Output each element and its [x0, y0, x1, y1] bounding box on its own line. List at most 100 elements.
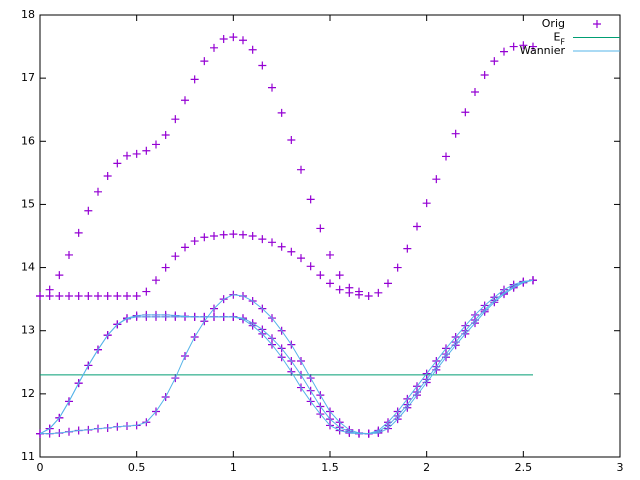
point — [171, 115, 180, 124]
x-tick-label: 1 — [230, 461, 237, 474]
point — [190, 237, 199, 246]
point — [55, 291, 64, 300]
line — [39, 279, 534, 435]
point — [335, 271, 344, 280]
point — [403, 244, 412, 253]
point — [181, 243, 189, 252]
point — [123, 291, 131, 300]
x-tick-label: 0 — [37, 461, 44, 474]
point — [326, 250, 334, 259]
point — [248, 232, 257, 240]
point — [442, 152, 450, 161]
y-tick-label: 13 — [21, 324, 35, 337]
point — [113, 291, 122, 300]
x-tick-label: 2 — [423, 461, 430, 474]
point — [190, 75, 199, 84]
point — [480, 70, 489, 79]
line — [40, 279, 534, 435]
point — [393, 263, 402, 272]
point — [219, 34, 228, 43]
legend-marker — [593, 20, 601, 28]
point — [94, 187, 102, 196]
point — [65, 291, 73, 300]
point — [306, 262, 315, 271]
point — [297, 254, 305, 263]
point — [258, 235, 267, 244]
point — [277, 108, 286, 117]
point — [103, 172, 112, 181]
point — [384, 279, 392, 288]
point — [200, 233, 209, 242]
point — [287, 136, 296, 145]
point — [287, 247, 296, 256]
point — [413, 222, 421, 231]
point — [422, 199, 431, 208]
y-tick-label: 12 — [21, 387, 35, 400]
point — [364, 291, 373, 300]
y-tick-label: 17 — [21, 71, 35, 84]
x-tick-label: 1.5 — [321, 461, 339, 474]
point — [55, 271, 64, 280]
point — [268, 83, 276, 92]
point — [161, 130, 170, 139]
point — [181, 96, 189, 105]
x-tick-label: 3 — [617, 461, 624, 474]
point — [297, 165, 305, 174]
legend-label: Orig — [542, 17, 565, 30]
point — [36, 291, 44, 300]
point — [123, 151, 131, 160]
y-tick-label: 14 — [21, 261, 35, 274]
point — [219, 230, 228, 239]
point — [374, 288, 383, 297]
legend-label: Wannier — [520, 44, 566, 57]
point — [229, 230, 238, 239]
point — [200, 57, 209, 66]
y-tick-label: 15 — [21, 197, 35, 210]
point — [84, 291, 93, 300]
point — [355, 287, 363, 296]
point — [529, 42, 537, 51]
point — [84, 206, 93, 215]
point — [326, 279, 334, 288]
point — [210, 232, 218, 240]
point — [277, 242, 286, 251]
point — [65, 250, 73, 259]
y-tick-label: 16 — [21, 134, 35, 147]
point — [74, 228, 83, 237]
point — [306, 195, 315, 204]
point — [239, 230, 247, 239]
y-tick-label: 11 — [21, 450, 35, 463]
point — [132, 149, 141, 158]
point — [103, 291, 112, 300]
point — [161, 263, 170, 272]
point — [335, 285, 344, 294]
point — [316, 224, 325, 233]
point — [258, 61, 267, 70]
point — [239, 36, 247, 45]
point — [132, 291, 141, 300]
y-tick-label: 18 — [21, 8, 35, 21]
legend-label: EF — [553, 31, 565, 47]
point — [500, 47, 508, 56]
point — [451, 129, 460, 138]
point — [45, 285, 54, 294]
point — [229, 33, 238, 42]
point — [509, 42, 518, 51]
point — [142, 146, 151, 155]
point — [142, 287, 151, 296]
point — [248, 45, 257, 54]
point — [171, 252, 180, 261]
point — [490, 57, 499, 66]
line — [39, 279, 534, 435]
point — [94, 291, 102, 300]
plot-border — [39, 14, 621, 458]
point — [113, 159, 122, 168]
x-tick-label: 0.5 — [128, 461, 146, 474]
point — [74, 291, 83, 300]
point — [210, 43, 218, 52]
point — [471, 88, 479, 97]
x-tick-label: 2.5 — [515, 461, 533, 474]
point — [519, 41, 528, 50]
point — [432, 175, 441, 184]
